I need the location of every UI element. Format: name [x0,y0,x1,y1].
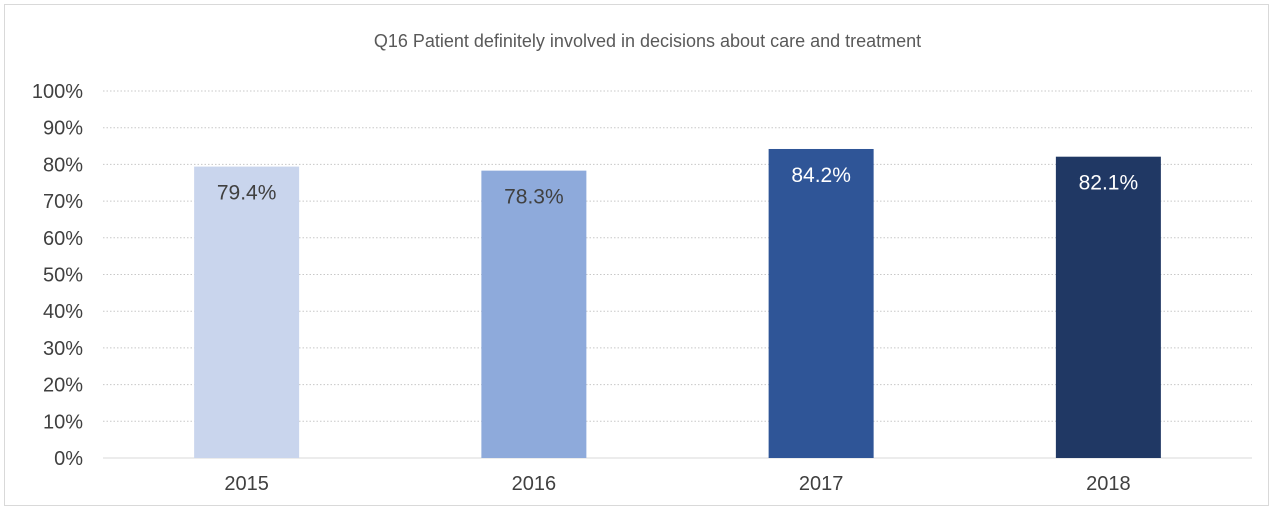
y-tick-label: 100% [32,81,83,103]
bar-2016 [481,170,587,458]
data-labels: 79.4% 78.3% 84.2% 82.1% [217,164,1138,209]
y-tick-label: 20% [43,375,83,397]
x-tick-label-2016: 2016 [512,473,557,495]
x-tick-label-2017: 2017 [799,473,844,495]
data-label-2018: 82.1% [1079,172,1139,195]
bar-2018 [1055,156,1161,458]
y-tick-label: 0% [54,448,83,470]
y-tick-label: 60% [43,228,83,250]
chart-title: Q16 Patient definitely involved in decis… [374,31,921,51]
data-label-2016: 78.3% [504,186,564,209]
y-tick-label: 40% [43,301,83,323]
y-tick-label: 50% [43,265,83,287]
y-tick-label: 30% [43,338,83,360]
y-tick-label: 90% [43,118,83,140]
bar-2017 [768,148,874,458]
y-tick-label: 10% [43,411,83,433]
y-axis: 0% 10% 20% 30% 40% 50% 60% 70% 80% 90% 100% [32,81,83,470]
y-tick-label: 70% [43,191,83,213]
bars [194,148,1161,459]
x-tick-label-2015: 2015 [224,473,269,495]
x-axis: 2015 2016 2017 2018 [224,473,1130,495]
bar-2015 [194,166,300,459]
x-tick-label-2018: 2018 [1086,473,1131,495]
y-tick-label: 80% [43,154,83,176]
data-label-2017: 84.2% [791,164,851,187]
data-label-2015: 79.4% [217,182,277,205]
